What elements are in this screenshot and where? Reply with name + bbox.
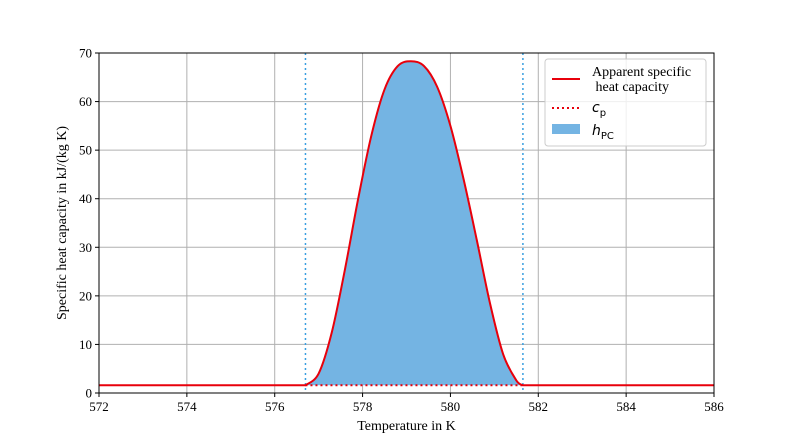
phase-change-boundaries	[304, 53, 524, 393]
y-tick-label: 30	[79, 240, 92, 255]
legend-box	[544, 58, 707, 147]
y-tick-label: 60	[79, 94, 92, 109]
y-tick-label: 50	[79, 143, 92, 158]
x-tick-label: 580	[441, 399, 461, 414]
legend-label-hpc-base: h	[592, 123, 601, 139]
apparent-heat-capacity-line	[99, 60, 714, 387]
x-tick-label: 586	[704, 399, 724, 414]
axis-ticks: 572 574 576 578 580 582 584 586 0 10 20 30 40 50 60 70	[79, 46, 724, 415]
y-axis-label: Specific heat capacity in kJ/(kg K)	[55, 126, 70, 320]
x-tick-label: 582	[529, 399, 549, 414]
y-tick-label: 40	[79, 191, 92, 206]
legend-label-cp-base: c	[592, 100, 600, 116]
hpc-fill-area	[305, 61, 523, 386]
legend-label-cp-sub: p	[600, 108, 606, 119]
legend: Apparent specific heat capacity cp hPC	[544, 58, 707, 147]
legend-label-hpc: hPC	[592, 123, 614, 142]
legend-label-cp: cp	[592, 100, 606, 119]
x-tick-label: 576	[265, 399, 285, 414]
x-tick-label: 584	[616, 399, 636, 414]
legend-label-apparent-line1: Apparent specific	[592, 65, 691, 80]
x-tick-label: 578	[353, 399, 373, 414]
y-tick-label: 0	[86, 386, 93, 401]
x-axis-label: Temperature in K	[357, 419, 456, 434]
legend-swatch-hpc	[552, 124, 580, 134]
plot-frame	[98, 52, 715, 394]
legend-label-apparent-line2: heat capacity	[592, 80, 669, 95]
y-tick-label: 70	[79, 46, 92, 61]
phase-change-fill-group	[305, 61, 523, 386]
y-tick-label: 20	[79, 288, 92, 303]
y-tick-label: 10	[79, 337, 92, 352]
x-tick-label: 572	[89, 399, 109, 414]
legend-label-hpc-sub: PC	[601, 131, 614, 142]
series-lines	[99, 60, 714, 387]
x-tick-label: 574	[177, 399, 197, 414]
